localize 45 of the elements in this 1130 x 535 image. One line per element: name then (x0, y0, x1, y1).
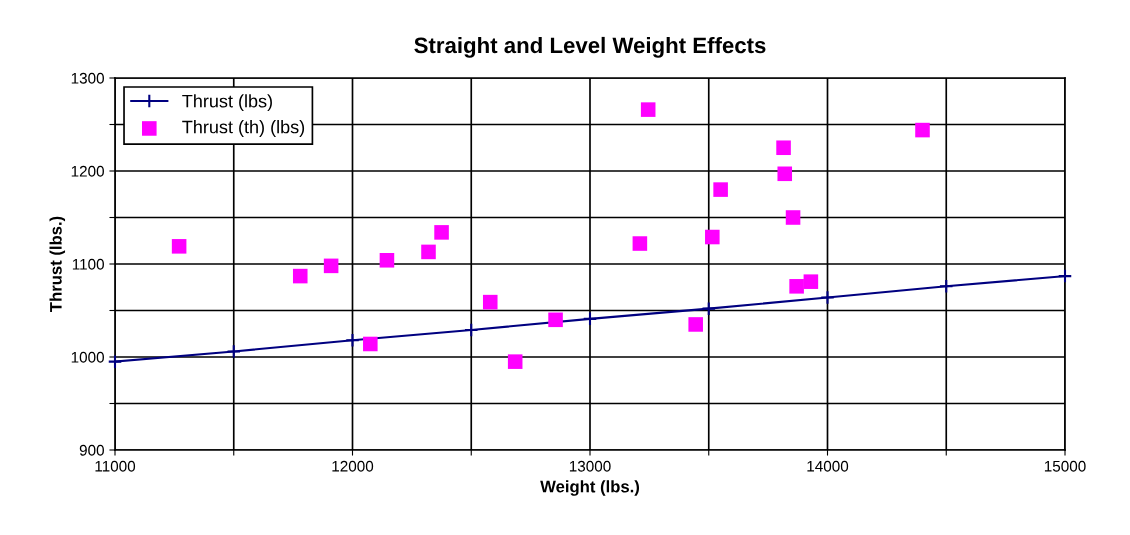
point (776, 140, 791, 156)
legend-label: Thrust (th) (lbs) (182, 120, 305, 137)
point (107, 354, 123, 369)
point (1057, 268, 1073, 284)
x-tick-label: 11000 (95, 460, 136, 472)
point (582, 311, 598, 327)
point (463, 322, 479, 338)
point (292, 268, 308, 284)
point (226, 344, 242, 359)
legend-label: Thrust (lbs) (182, 94, 272, 112)
y-tick-label: 1300 (71, 72, 104, 84)
point (640, 102, 656, 117)
y-tick-label: 1000 (71, 351, 104, 363)
point (713, 182, 728, 197)
point (915, 122, 930, 138)
point (548, 312, 563, 328)
chart-title: Straight and Level Weight Effects (414, 36, 766, 58)
point (701, 301, 717, 316)
y-axis-title: Thrust (lbs.) (49, 216, 66, 312)
x-tick-label: 12000 (332, 460, 374, 472)
x-axis-title: Weight (lbs.) (540, 480, 640, 496)
point (785, 210, 801, 225)
point (803, 274, 819, 289)
point (434, 225, 449, 240)
point (507, 354, 523, 369)
point (345, 332, 360, 348)
point (323, 258, 339, 274)
point (421, 244, 436, 260)
point (379, 253, 395, 268)
point (688, 317, 703, 332)
x-tick-label: 15000 (1044, 460, 1086, 472)
point (632, 236, 648, 251)
point (820, 290, 835, 305)
point (789, 279, 804, 294)
point (938, 279, 954, 294)
point (705, 229, 720, 245)
x-tick-label: 13000 (569, 460, 611, 472)
x-tick-label: 14000 (807, 460, 849, 472)
point (482, 294, 498, 310)
y-tick-label: 1200 (71, 165, 104, 177)
y-tick-label: 900 (79, 444, 104, 456)
y-tick-label: 1100 (72, 258, 104, 270)
point (777, 166, 793, 182)
point (363, 336, 378, 352)
point (171, 239, 187, 254)
